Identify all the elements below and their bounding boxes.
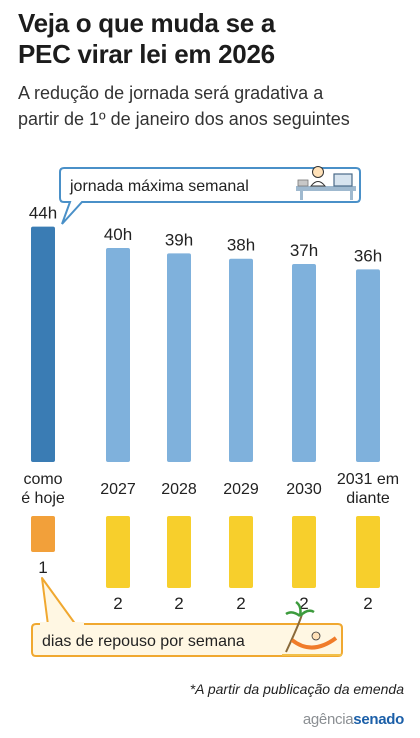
hours-bar: [31, 226, 55, 462]
chart-subtitle: A redução de jornada será gradativa a pa…: [18, 80, 410, 132]
category-label-line: é hoje: [21, 490, 65, 507]
hours-bar: [229, 258, 253, 462]
hours-value-label: 36h: [354, 246, 382, 265]
category-label-line: 2029: [223, 481, 259, 498]
chart-title: Veja o que muda se a PEC virar lei em 20…: [18, 8, 408, 70]
rest-bar-series: 1 2 2 2 2 2: [31, 516, 380, 613]
category-label: 2029: [206, 480, 276, 499]
category-label: 2031 em diante: [333, 470, 403, 508]
hours-value-label: 38h: [227, 236, 255, 255]
rest-bar: [106, 516, 130, 588]
hours-bar-series: 44h 40h 39h 38h 37h 36h: [29, 204, 382, 462]
hours-bar: [106, 248, 130, 462]
hours-value-label: 40h: [104, 225, 132, 244]
rest-value-label: 1: [38, 558, 47, 577]
hours-bar: [356, 269, 380, 462]
category-label-line: 2027: [100, 481, 136, 498]
rest-bar: [356, 516, 380, 588]
category-label: 2027: [83, 480, 153, 499]
rest-value-label: 2: [236, 594, 245, 613]
title-line-1: Veja o que muda se a: [18, 8, 275, 38]
subtitle-line-2: partir de 1º de janeiro dos anos seguint…: [18, 109, 350, 129]
hammock-icon: [282, 600, 342, 656]
category-label: 2028: [144, 480, 214, 499]
hours-bar: [292, 264, 316, 462]
hours-callout-label: jornada máxima semanal: [69, 178, 249, 195]
rest-value-label: 2: [174, 594, 183, 613]
rest-bar: [167, 516, 191, 588]
category-label: 2030: [269, 480, 339, 499]
category-label-line: como: [23, 471, 63, 488]
rest-value-label: 2: [363, 594, 372, 613]
hours-callout: jornada máxima semanal: [59, 166, 361, 225]
rest-value-label: 2: [113, 594, 122, 613]
footnote: *A partir da publicação da emenda: [189, 681, 404, 697]
office-worker-icon: [296, 166, 356, 200]
rest-callout: dias de repouso por semana: [31, 577, 343, 657]
category-label-line: 2031 em: [336, 471, 400, 488]
subtitle-line-1: A redução de jornada será gradativa a: [18, 83, 324, 103]
rest-value-label: 2: [299, 594, 308, 613]
brand-part-1: agência: [302, 711, 354, 728]
category-label-line: 2030: [286, 481, 322, 498]
category-label: como é hoje: [8, 470, 78, 508]
rest-callout-label: dias de repouso por semana: [42, 633, 245, 650]
hours-value-label: 39h: [165, 230, 193, 249]
brand-part-2: senado: [353, 711, 404, 728]
rest-bar: [292, 516, 316, 588]
brand-logo: agênciasenado: [303, 711, 404, 728]
category-label-line: diante: [346, 490, 390, 507]
rest-bar: [229, 516, 253, 588]
category-label-line: 2028: [161, 481, 197, 498]
rest-bar: [31, 516, 55, 552]
hours-value-label: 37h: [290, 241, 318, 260]
hours-value-label: 44h: [29, 204, 57, 223]
hours-bar: [167, 253, 191, 462]
title-line-2: PEC virar lei em 2026: [18, 39, 275, 69]
